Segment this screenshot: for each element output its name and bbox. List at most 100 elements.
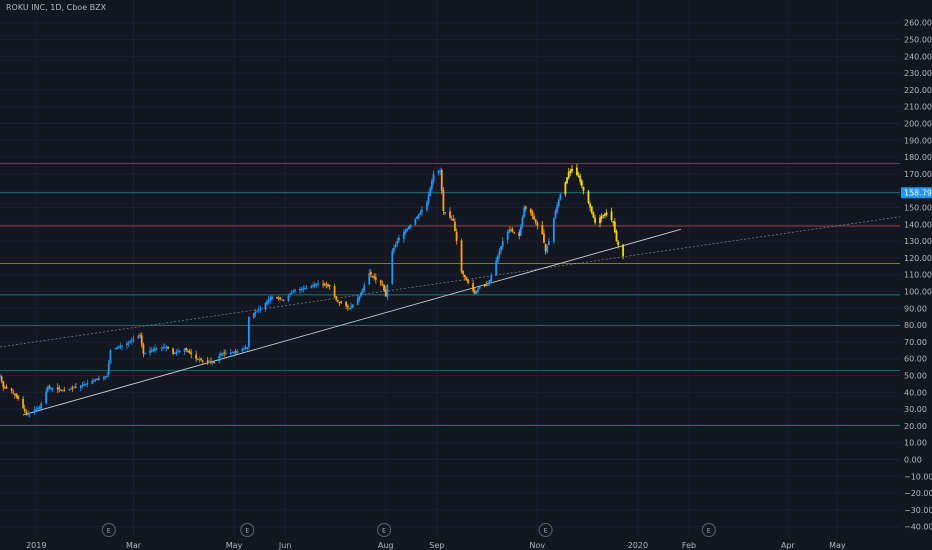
price-axis-label: 50.00 bbox=[904, 372, 927, 381]
candle bbox=[155, 348, 158, 350]
candle bbox=[223, 352, 226, 354]
candle bbox=[177, 351, 179, 353]
candle bbox=[472, 283, 474, 291]
candle bbox=[439, 170, 442, 172]
candle bbox=[351, 304, 354, 308]
price-axis-label: 60.00 bbox=[904, 355, 927, 364]
earnings-marker-label: E bbox=[707, 528, 711, 535]
candle bbox=[594, 217, 596, 223]
time-axis-label: Feb bbox=[682, 541, 696, 550]
candle bbox=[340, 301, 343, 304]
candle bbox=[271, 296, 273, 300]
earnings-marker-label: E bbox=[107, 528, 111, 535]
candle bbox=[432, 173, 435, 182]
candle bbox=[40, 403, 43, 409]
candle bbox=[419, 212, 422, 215]
candle bbox=[243, 348, 245, 350]
candle bbox=[91, 381, 94, 385]
candle bbox=[478, 286, 481, 289]
price-axis-label: 30.00 bbox=[904, 405, 927, 414]
candle bbox=[368, 273, 371, 285]
candle bbox=[277, 297, 280, 299]
candle bbox=[304, 288, 306, 290]
candle bbox=[483, 285, 486, 287]
candle bbox=[23, 408, 26, 412]
candle bbox=[590, 206, 593, 213]
candle bbox=[315, 283, 318, 285]
candle bbox=[580, 180, 583, 187]
candle bbox=[234, 351, 237, 353]
price-axis-label: 240.00 bbox=[904, 52, 932, 61]
price-axis-label: 110.00 bbox=[904, 271, 932, 280]
candle bbox=[17, 395, 20, 400]
candle bbox=[71, 387, 74, 389]
candle bbox=[74, 386, 77, 388]
candle bbox=[452, 218, 455, 221]
candle bbox=[86, 383, 89, 385]
candle bbox=[566, 177, 568, 184]
price-axis-label: 170.00 bbox=[904, 170, 932, 179]
candle bbox=[12, 391, 15, 393]
candle bbox=[501, 241, 504, 247]
candle bbox=[577, 174, 580, 178]
price-axis-label: 90.00 bbox=[904, 304, 927, 313]
candle bbox=[218, 355, 221, 362]
candle bbox=[102, 376, 105, 379]
candle bbox=[430, 181, 433, 190]
candle bbox=[289, 294, 292, 296]
candle bbox=[152, 349, 155, 351]
candle bbox=[127, 342, 130, 344]
price-axis-label: 210.00 bbox=[904, 103, 932, 112]
candle bbox=[51, 388, 54, 390]
candle bbox=[442, 190, 445, 211]
earnings-marker bbox=[101, 523, 116, 537]
candle bbox=[384, 289, 387, 297]
candle bbox=[231, 352, 234, 354]
candle bbox=[56, 387, 59, 390]
candle bbox=[557, 199, 560, 206]
price-axis-label: 200.00 bbox=[904, 120, 932, 129]
candle bbox=[144, 352, 146, 354]
candle bbox=[531, 211, 534, 216]
candle bbox=[544, 243, 547, 252]
candle bbox=[106, 375, 109, 377]
candle bbox=[477, 288, 479, 292]
candle bbox=[360, 292, 362, 297]
candle bbox=[569, 170, 572, 174]
candle bbox=[488, 280, 491, 284]
price-axis-label: −30.00 bbox=[904, 506, 932, 515]
price-axis-label: −20.00 bbox=[904, 489, 932, 498]
candle bbox=[266, 301, 268, 305]
candle bbox=[406, 228, 409, 231]
candle bbox=[294, 289, 296, 291]
candle bbox=[487, 284, 489, 287]
candle bbox=[98, 378, 100, 381]
candle bbox=[444, 212, 446, 214]
candle bbox=[426, 202, 428, 210]
candle bbox=[325, 285, 328, 287]
candle bbox=[533, 216, 535, 220]
candle bbox=[28, 412, 31, 414]
candle bbox=[206, 360, 209, 363]
candle bbox=[229, 352, 232, 355]
candle bbox=[402, 232, 405, 239]
candle bbox=[449, 211, 451, 218]
candle bbox=[534, 219, 537, 223]
candle bbox=[210, 361, 212, 363]
time-axis-label: Sep bbox=[429, 541, 444, 550]
candle bbox=[119, 346, 122, 348]
earnings-marker bbox=[538, 523, 553, 537]
candle bbox=[163, 347, 166, 349]
price-axis-label: 80.00 bbox=[904, 321, 927, 330]
candle bbox=[81, 384, 84, 386]
candle bbox=[363, 284, 366, 290]
candle bbox=[252, 313, 255, 318]
candle bbox=[381, 284, 384, 286]
candle bbox=[233, 352, 235, 354]
time-axis-label: 2020 bbox=[628, 541, 648, 550]
candle bbox=[524, 206, 527, 209]
candle bbox=[132, 339, 135, 341]
candle bbox=[201, 360, 204, 362]
time-axis-label: May bbox=[226, 541, 243, 550]
